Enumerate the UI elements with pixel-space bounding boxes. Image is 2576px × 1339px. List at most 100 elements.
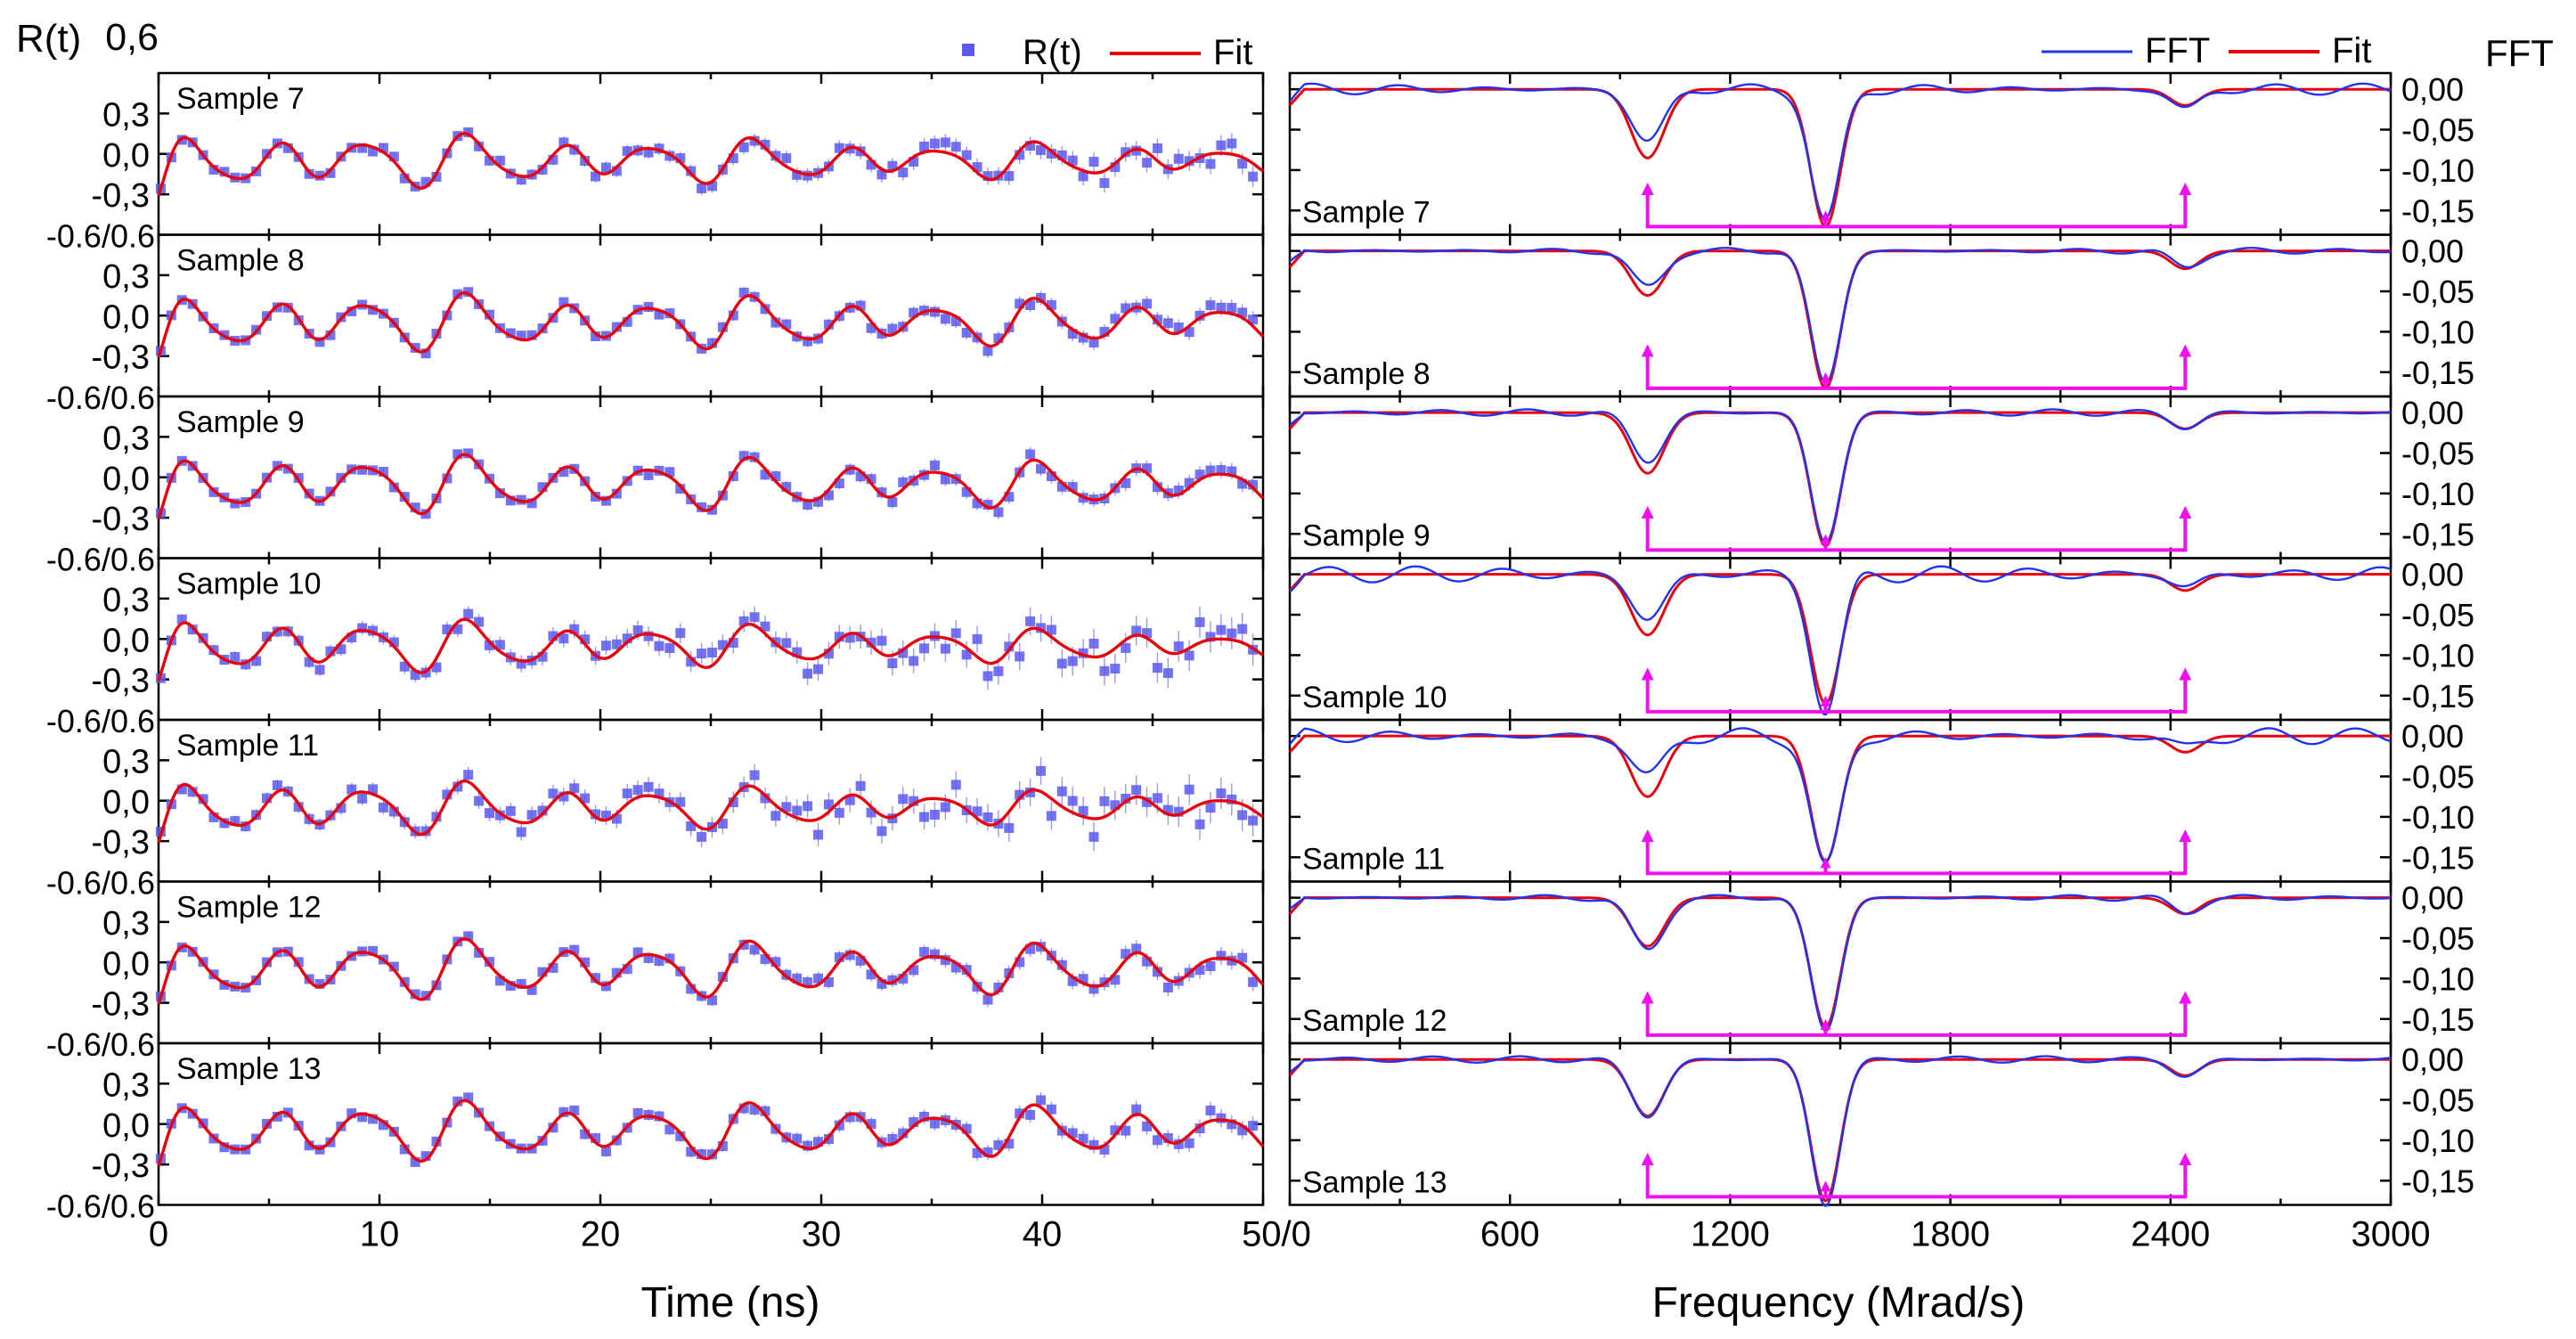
data-point <box>463 608 474 619</box>
data-point <box>1078 974 1088 984</box>
data-point <box>855 300 866 311</box>
data-point <box>876 635 887 646</box>
data-point <box>346 633 357 643</box>
data-point <box>855 955 866 966</box>
left-x-axis-title: Time (ns) <box>641 1279 820 1327</box>
y-tick-label: 0,0 <box>102 137 150 175</box>
data-point <box>558 633 569 644</box>
data-point <box>187 625 198 635</box>
data-point <box>1205 961 1216 972</box>
bracket-line <box>1645 833 2188 876</box>
time-panel-frame <box>157 1041 1265 1206</box>
data-point <box>463 127 474 138</box>
time-panel: 0,30,0-0,3-0.6/0.6 Sample 13 <box>46 1041 1265 1225</box>
data-point <box>346 1108 357 1119</box>
x-tick-label: 2400 <box>2131 1215 2210 1254</box>
data-point <box>505 805 516 816</box>
data-point <box>866 1119 876 1130</box>
data-point <box>1205 465 1216 476</box>
data-point <box>909 656 919 666</box>
data-point <box>1205 1106 1216 1116</box>
data-point <box>622 964 632 975</box>
data-point <box>1237 159 1248 169</box>
data-point <box>781 802 792 812</box>
data-point <box>357 143 368 153</box>
data-point <box>537 164 548 175</box>
fft-curve <box>1289 1055 2392 1208</box>
data-point <box>950 316 961 327</box>
data-point <box>272 1111 282 1122</box>
data-point <box>792 805 803 816</box>
data-point <box>1131 625 1142 636</box>
data-point <box>240 659 251 670</box>
data-point <box>1046 299 1056 310</box>
data-point <box>1216 465 1227 476</box>
data-point <box>548 1123 558 1133</box>
data-point <box>485 808 495 819</box>
data-point <box>909 965 919 976</box>
data-point <box>1131 785 1142 796</box>
data-point <box>675 153 686 164</box>
arrow-head <box>1820 1180 1831 1192</box>
data-point <box>760 621 770 632</box>
data-point <box>686 984 697 994</box>
data-point <box>611 322 622 332</box>
data-point <box>1078 805 1088 816</box>
data-point <box>282 143 293 153</box>
data-point <box>580 634 591 645</box>
data-point <box>781 638 792 649</box>
y-tick-label: -0,3 <box>92 501 150 538</box>
fit-curve <box>157 617 1265 682</box>
y-tick-label: -0,15 <box>2401 516 2474 552</box>
arrow-head <box>1820 695 1831 706</box>
frequency-bracket <box>1641 829 2192 876</box>
data-point <box>580 793 591 804</box>
data-point <box>346 784 357 795</box>
data-point <box>622 146 632 157</box>
data-point <box>569 624 580 634</box>
data-point <box>749 452 760 462</box>
data-point <box>813 973 824 984</box>
arrow-head <box>2179 667 2192 681</box>
data-point <box>1184 327 1194 338</box>
data-point <box>325 167 336 178</box>
data-point <box>770 471 781 482</box>
data-point <box>1216 788 1227 799</box>
data-points <box>155 756 1259 852</box>
data-point <box>717 1140 728 1151</box>
data-point <box>1184 1138 1194 1148</box>
data-point <box>1131 1104 1142 1114</box>
data-point <box>452 1096 463 1106</box>
left-y-axis-title: R(t) <box>16 17 81 61</box>
fft-panel-frame <box>1288 880 2393 1045</box>
data-point <box>664 308 675 319</box>
fft-curve <box>1289 82 2392 221</box>
data-point <box>961 965 972 976</box>
data-point <box>898 1128 909 1139</box>
data-point <box>1078 1133 1088 1144</box>
data-point <box>494 488 505 499</box>
y-tick-label: -0,3 <box>92 339 150 377</box>
data-point <box>611 166 622 176</box>
fft-panel-frame <box>1288 718 2393 883</box>
data-point <box>485 155 495 166</box>
y-tick-label: -0,3 <box>92 824 150 861</box>
data-point <box>176 614 187 625</box>
data-point <box>632 947 643 958</box>
y-tick-label: 0,00 <box>2401 880 2464 917</box>
right-x-axis-title: Frequency (Mrad/s) <box>1652 1279 2026 1327</box>
data-point <box>420 348 431 359</box>
data-point <box>632 785 643 796</box>
data-point <box>675 628 686 639</box>
data-point <box>982 671 993 682</box>
data-point <box>420 826 431 837</box>
data-point <box>697 1149 707 1160</box>
data-point <box>929 138 940 149</box>
data-point <box>526 984 537 995</box>
data-point <box>1237 624 1248 634</box>
x-tick-label: 3000 <box>2352 1215 2431 1254</box>
data-point <box>251 656 262 666</box>
data-point <box>431 662 442 673</box>
data-point <box>717 818 728 829</box>
data-point <box>675 484 686 494</box>
